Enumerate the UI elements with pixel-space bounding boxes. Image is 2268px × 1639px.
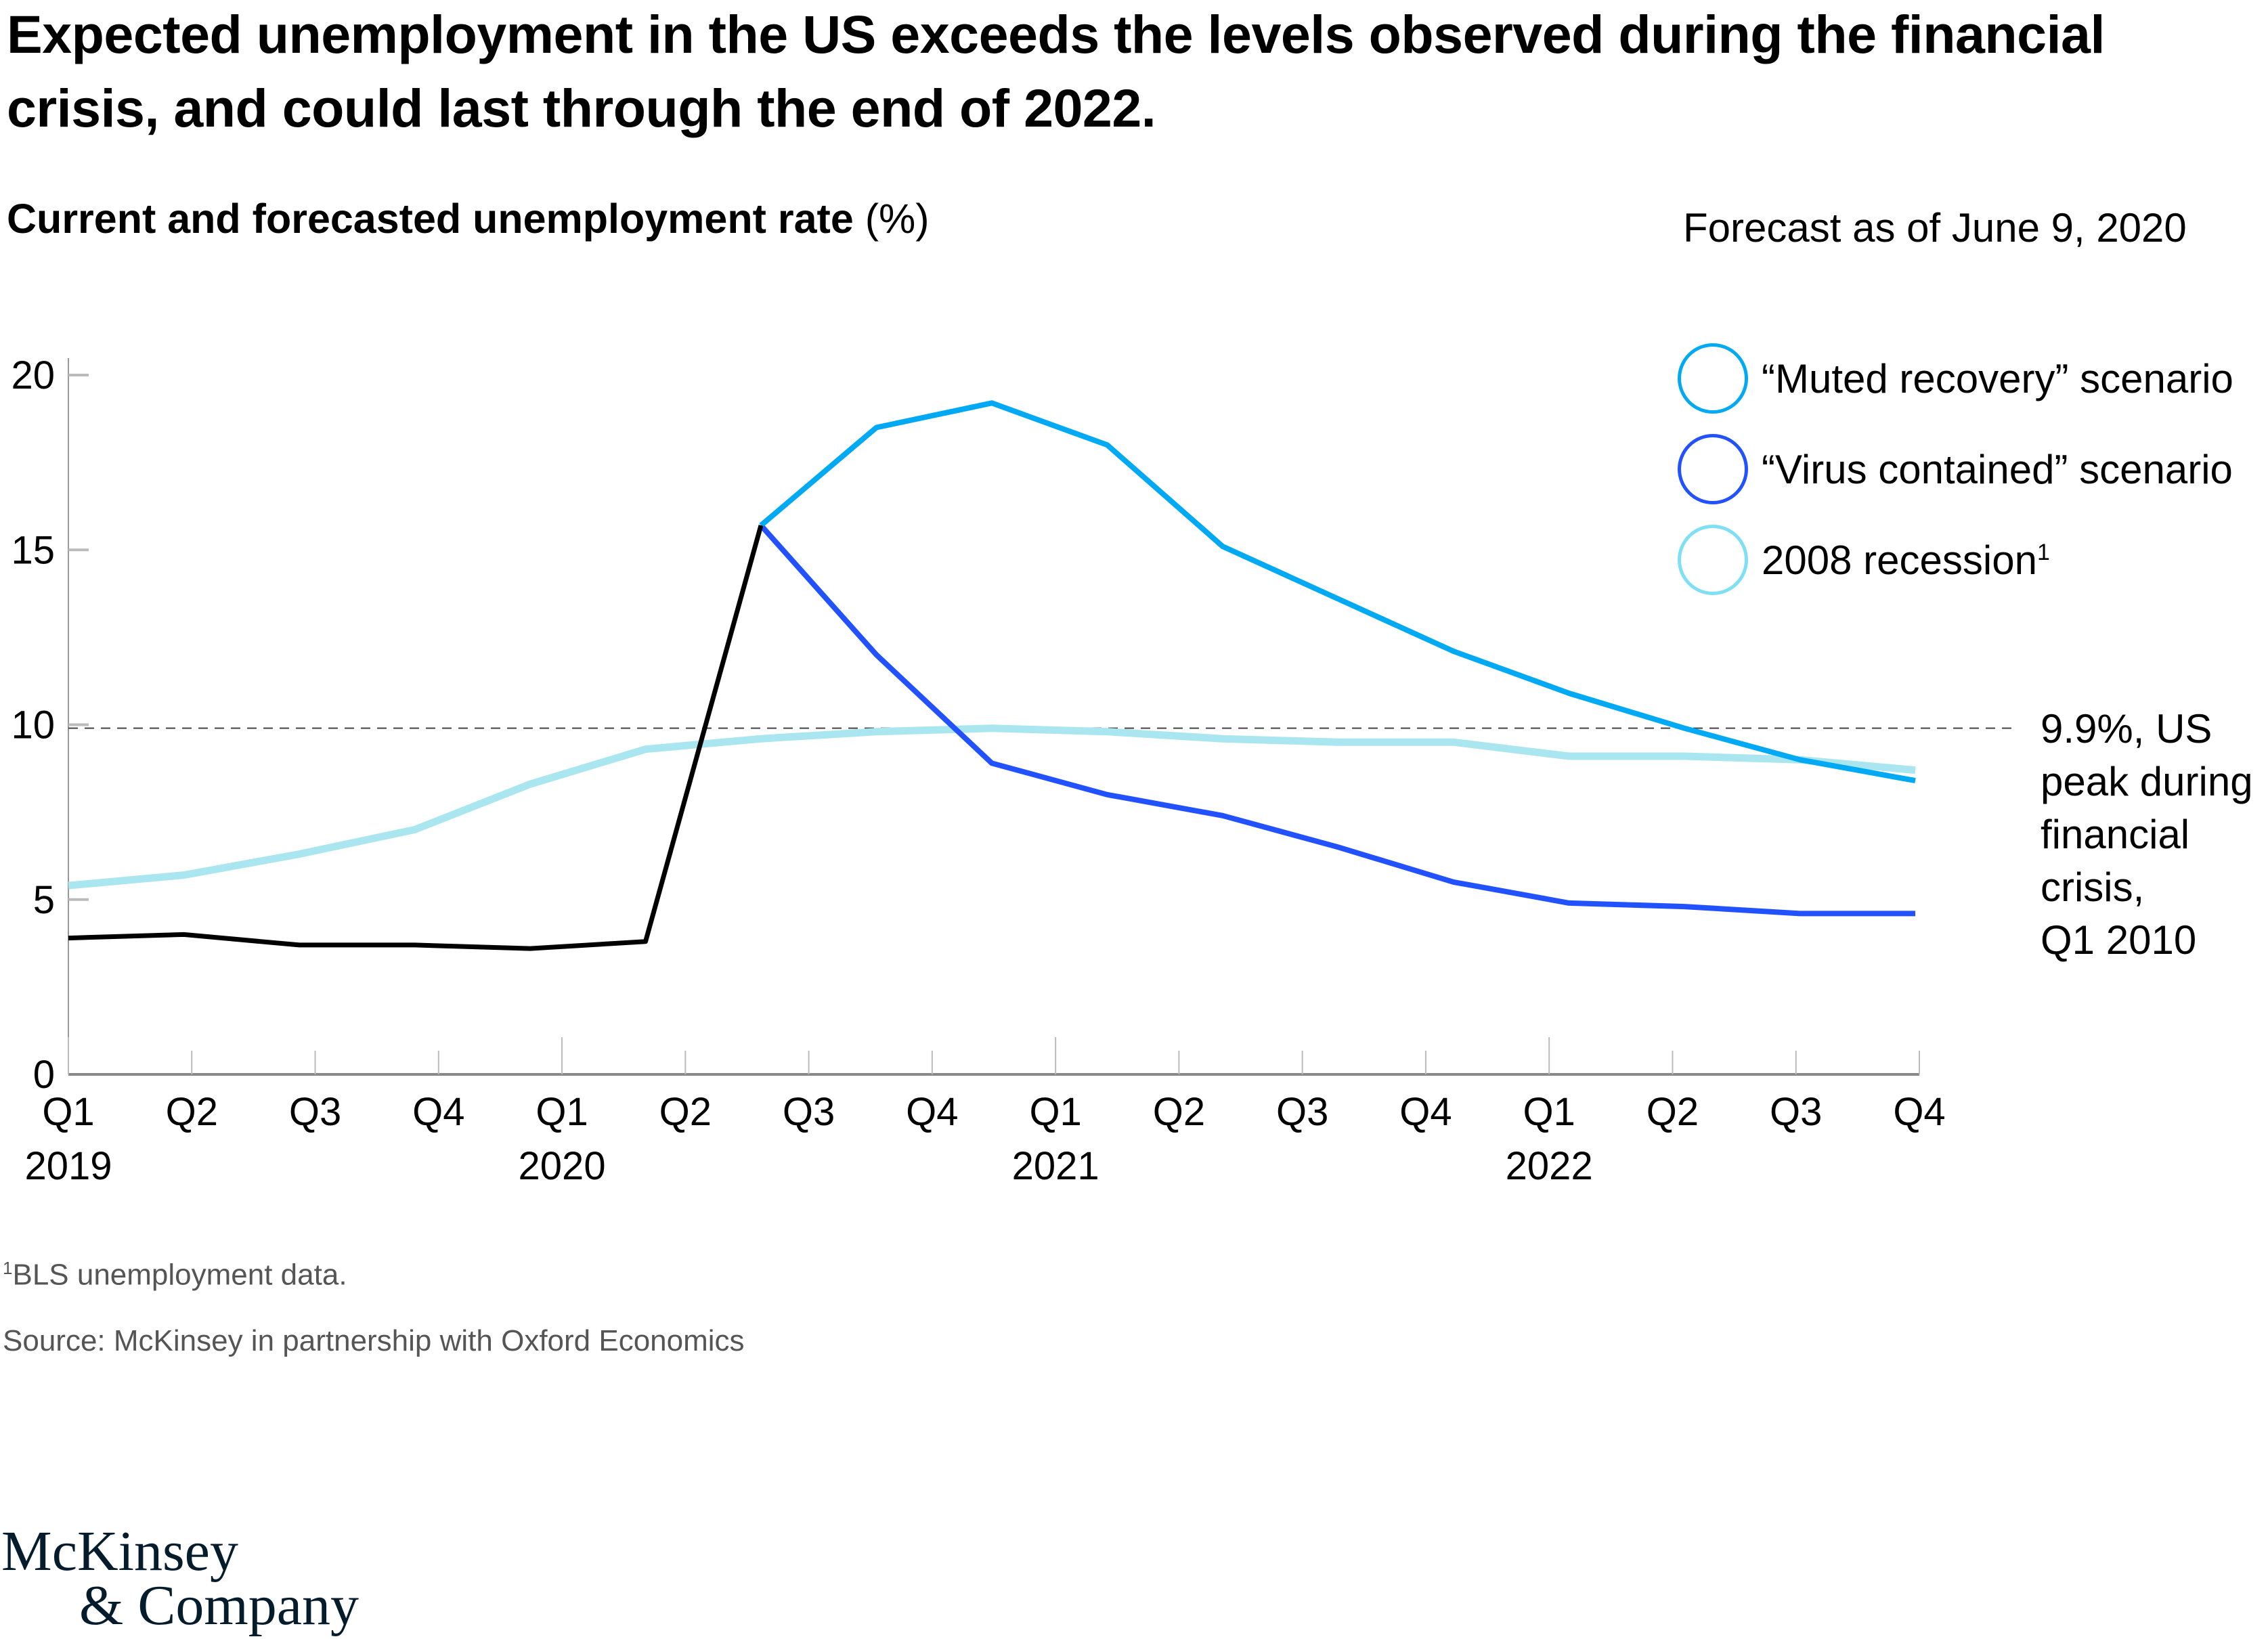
x-year-label: 2020 <box>519 1144 606 1188</box>
chart-subtitle: Current and forecasted unemployment rate… <box>7 195 930 242</box>
x-tick-label: Q3 <box>783 1090 835 1134</box>
axes: 0 5 10 15 20 Q1 Q2 Q3 Q4 Q1 Q2 Q3 Q4 Q1 Q2 Q3 Q4 Q1 Q2 Q3 Q4… <box>11 353 1945 1188</box>
legend-label: “Virus contained” scenario <box>1762 446 2233 492</box>
footnote-marker: 1 <box>3 1258 13 1278</box>
x-tick-label: Q1 <box>42 1090 94 1134</box>
legend-label-text: 2008 recession <box>1762 537 2037 583</box>
annotation-line: crisis, <box>2041 865 2145 910</box>
mckinsey-logo: McKinsey & Company <box>1 1523 359 1637</box>
x-tick-label: Q1 <box>536 1090 588 1134</box>
subtitle-unit: (%) <box>865 196 930 242</box>
logo-line-1: McKinsey <box>1 1520 238 1583</box>
annotation-line: 9.9%, US <box>2041 706 2212 751</box>
legend-circle-icon <box>1678 434 1748 504</box>
subtitle-text: Current and forecasted unemployment rate <box>7 196 854 242</box>
footnote: 1BLS unemployment data. <box>3 1258 347 1292</box>
x-tick-label: Q1 <box>1029 1090 1081 1134</box>
x-year-label: 2021 <box>1012 1144 1099 1188</box>
x-tick-label: Q2 <box>166 1090 218 1134</box>
forecast-date: Forecast as of June 9, 2020 <box>1683 205 2187 250</box>
legend: “Muted recovery” scenario “Virus contain… <box>1678 333 2233 605</box>
legend-item-muted-recovery: “Muted recovery” scenario <box>1678 333 2233 424</box>
y-tick-label: 20 <box>11 353 55 397</box>
series-group <box>68 400 1916 951</box>
x-tick-label: Q4 <box>906 1090 958 1134</box>
source-note: Source: McKinsey in partnership with Oxf… <box>3 1324 745 1357</box>
y-tick-label: 0 <box>33 1053 55 1097</box>
x-tick-label: Q2 <box>659 1090 712 1134</box>
annotation-line: Q1 2010 <box>2041 917 2197 963</box>
x-tick-label: Q4 <box>412 1090 464 1134</box>
legend-label: 2008 recession1 <box>1762 537 2050 584</box>
chart-title: Expected unemployment in the US exceeds … <box>7 4 2105 138</box>
x-tick-label: Q4 <box>1893 1090 1945 1134</box>
legend-label: “Muted recovery” scenario <box>1762 355 2233 401</box>
logo-line-2: & Company <box>79 1574 359 1637</box>
y-tick-label: 15 <box>11 528 55 572</box>
x-tick-label: Q3 <box>1276 1090 1328 1134</box>
annotation-line: financial <box>2041 812 2190 857</box>
y-tick-label: 10 <box>11 703 55 747</box>
legend-circle-icon <box>1678 343 1748 414</box>
x-tick-label: Q4 <box>1399 1090 1452 1134</box>
annotation-line: peak during <box>2041 759 2253 804</box>
x-year-label: 2022 <box>1506 1144 1593 1188</box>
y-tick-label: 5 <box>33 878 55 922</box>
x-tick-label: Q2 <box>1647 1090 1699 1134</box>
footnote-text: BLS unemployment data. <box>12 1258 347 1292</box>
footnote-marker: 1 <box>2036 539 2050 565</box>
x-tick-label: Q3 <box>289 1090 341 1134</box>
legend-circle-icon <box>1678 525 1748 595</box>
legend-item-virus-contained: “Virus contained” scenario <box>1678 424 2233 515</box>
x-tick-label: Q1 <box>1523 1090 1575 1134</box>
reference-annotation: 9.9%, US peak during financial crisis, Q… <box>2041 703 2264 967</box>
series-line-2008-recession <box>68 724 1916 890</box>
legend-item-2008-recession: 2008 recession1 <box>1678 515 2233 605</box>
x-tick-label: Q3 <box>1770 1090 1822 1134</box>
x-year-label: 2019 <box>24 1144 112 1188</box>
x-tick-label: Q2 <box>1153 1090 1205 1134</box>
series-line-actual <box>68 525 764 951</box>
